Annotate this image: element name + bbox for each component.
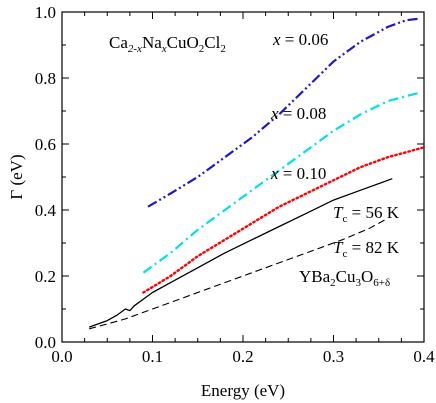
y-tick-label-1: 0.2 (35, 267, 56, 286)
label-tc-82k: Tc = 82 K (333, 238, 400, 260)
material-label-yba2cu3o6: YBa2Cu3O6+δ (299, 267, 390, 289)
series-line-x006 (147, 17, 420, 208)
series-line-x008 (142, 91, 420, 274)
x-tick-label-3: 0.3 (323, 347, 344, 366)
tick-labels: 0.0 0.1 0.2 0.3 0.4 0.0 0.2 0.4 0.6 0.8 1.0 (35, 3, 435, 366)
series-line-x010 (142, 146, 426, 294)
y-tick-label-0: 0.0 (35, 333, 56, 352)
x-tick-label-0: 0.0 (51, 347, 72, 366)
plot-frame (61, 11, 425, 343)
x-tick-label-4: 0.4 (413, 347, 435, 366)
axis-ticks (61, 11, 425, 343)
y-tick-label-5: 1.0 (35, 3, 56, 22)
label-x-0.08: x = 0.08 (270, 104, 326, 123)
y-tick-label-3: 0.6 (35, 135, 56, 154)
material-label-ca-na-cuo2cl2: Ca2-xNaxCuO2Cl2 (109, 33, 226, 55)
y-tick-label-4: 0.8 (35, 69, 56, 88)
label-tc-56k: Tc = 56 K (333, 203, 400, 225)
label-x-0.10: x = 0.10 (270, 164, 326, 183)
series-line-tc82 (89, 217, 389, 330)
x-tick-label-2: 0.2 (232, 347, 253, 366)
label-x-0.06: x = 0.06 (272, 30, 328, 49)
x-axis-title: Energy (eV) (201, 381, 285, 400)
y-axis-title: Γ (eV) (7, 154, 26, 199)
y-tick-label-2: 0.4 (35, 201, 57, 220)
series-layer (88, 17, 426, 330)
x-tick-label-1: 0.1 (142, 347, 163, 366)
series-line-tc56 (88, 178, 393, 328)
